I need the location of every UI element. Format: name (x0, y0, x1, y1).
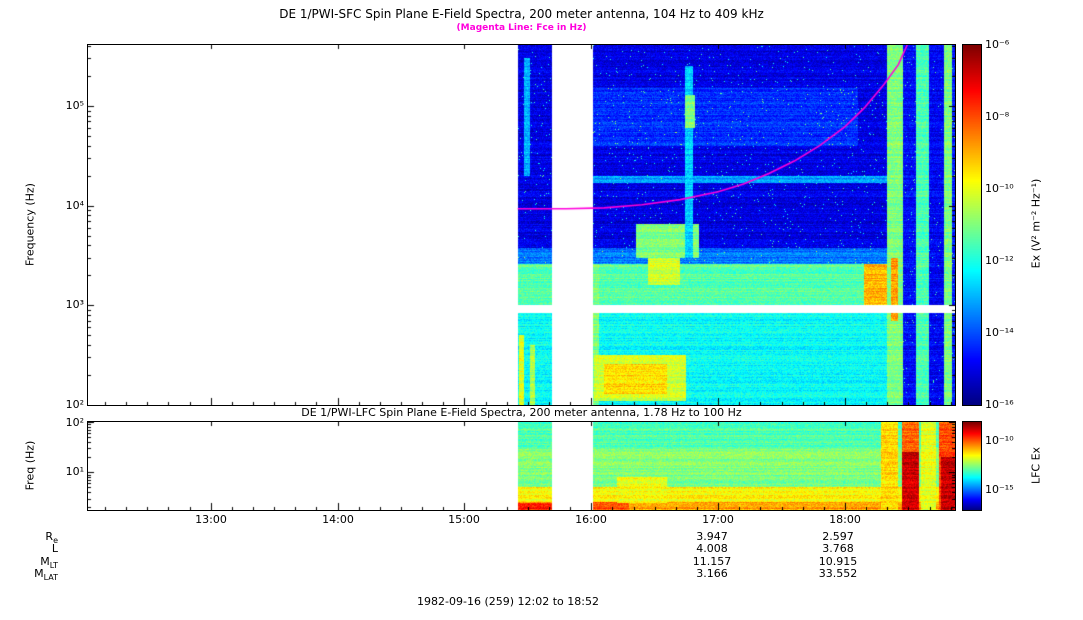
sfc-ytick-1e4: 10⁴ (65, 199, 84, 212)
lfc-cbar-tick-0: 10⁻¹⁰ (985, 434, 1014, 447)
ephemeris-l-1700: 4.008 (696, 542, 728, 555)
ephemeris-label-re: Re (18, 530, 58, 545)
sfc-heatmap-canvas (88, 45, 955, 405)
xaxis-tick-1300: 13:00 (195, 513, 227, 526)
ephemeris-mlat-1800: 33.552 (818, 567, 858, 580)
sfc-cbar-tick-0: 10⁻⁶ (985, 38, 1010, 51)
ephemeris-label-mlat-main: M (34, 567, 44, 580)
sfc-cbar-tick-2: 10⁻¹⁰ (985, 182, 1014, 195)
xaxis-tick-1600: 16:00 (575, 513, 607, 526)
lfc-spectrogram-panel (87, 421, 956, 511)
sfc-ytick-1e2: 10² (65, 398, 84, 411)
xaxis-tick-1500: 15:00 (448, 513, 480, 526)
ephemeris-mlat-1700: 3.166 (696, 567, 728, 580)
lfc-ytick-1e1: 10¹ (65, 465, 84, 478)
sfc-ytick-1e5: 10⁵ (65, 99, 84, 112)
ephemeris-re-1700: 3.947 (696, 530, 728, 543)
sfc-cbar-tick-3: 10⁻¹² (985, 254, 1014, 267)
lfc-heatmap-canvas (88, 422, 955, 510)
sfc-title: DE 1/PWI-SFC Spin Plane E-Field Spectra,… (279, 7, 764, 21)
xaxis-tick-1400: 14:00 (322, 513, 354, 526)
sfc-colorbar-label: Ex (V² m⁻² Hz⁻¹) (1029, 178, 1043, 269)
ephemeris-label-l: L (18, 542, 58, 557)
ephemeris-label-l-main: L (51, 542, 58, 555)
sfc-spectrogram-panel (87, 44, 956, 406)
lfc-colorbar-label: LFC Ex (1029, 446, 1043, 485)
date-range-caption: 1982-09-16 (259) 12:02 to 18:52 (417, 595, 599, 608)
ephemeris-label-mlt-main: M (40, 555, 50, 568)
sfc-cbar-tick-4: 10⁻¹⁴ (985, 326, 1014, 339)
ephemeris-re-1800: 2.597 (822, 530, 854, 543)
lfc-colorbar (962, 421, 982, 511)
fce-legend-note: (Magenta Line: Fce in Hz) (456, 23, 587, 33)
lfc-title: DE 1/PWI-LFC Spin Plane E-Field Spectra,… (301, 406, 742, 419)
lfc-ytick-1e2: 10² (65, 416, 84, 429)
ephemeris-label-mlat-sub: LAT (43, 573, 58, 583)
sfc-colorbar-canvas (963, 45, 981, 405)
ephemeris-l-1800: 3.768 (822, 542, 854, 555)
sfc-ytick-1e3: 10³ (65, 298, 84, 311)
xaxis-tick-1700: 17:00 (702, 513, 734, 526)
sfc-cbar-tick-5: 10⁻¹⁶ (985, 398, 1014, 411)
ephemeris-mlt-1700: 11.157 (692, 555, 732, 568)
lfc-cbar-tick-1: 10⁻¹⁵ (985, 483, 1014, 496)
ephemeris-label-re-main: R (45, 530, 54, 543)
lfc-colorbar-canvas (963, 422, 981, 510)
sfc-cbar-tick-1: 10⁻⁸ (985, 110, 1010, 123)
xaxis-tick-1800: 18:00 (829, 513, 861, 526)
ephemeris-label-mlat: MLAT (18, 567, 58, 582)
ephemeris-mlt-1800: 10.915 (818, 555, 858, 568)
lfc-y-axis-label: Freq (Hz) (23, 440, 37, 491)
ephemeris-label-mlt: MLT (18, 555, 58, 570)
sfc-colorbar (962, 44, 982, 406)
sfc-y-axis-label: Frequency (Hz) (23, 183, 37, 266)
ephemeris-label-mlt-sub: LT (49, 561, 58, 571)
ephemeris-label-re-sub: e (53, 536, 58, 546)
